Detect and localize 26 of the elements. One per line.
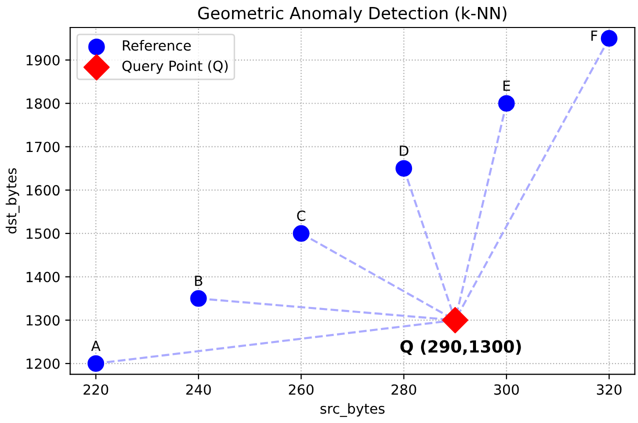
annotation: Q (290,1300) — [400, 340, 521, 355]
y-tick-label: 1400 — [26, 272, 60, 282]
y-tick-label: 1500 — [26, 228, 60, 239]
legend-label: Reference — [122, 40, 191, 51]
x-tick-label: 280 — [392, 384, 416, 395]
y-tick-label: 1300 — [26, 315, 60, 326]
y-tick-label: 1800 — [26, 98, 60, 109]
y-tick-label: 1900 — [26, 54, 60, 66]
x-axis-title: src_bytes — [320, 403, 385, 417]
y-tick-label: 1200 — [26, 358, 60, 369]
x-tick-label: 240 — [186, 384, 211, 395]
chart-title: Geometric Anomaly Detection (k-NN) — [198, 6, 506, 23]
x-tick-label: 300 — [494, 384, 519, 395]
y-tick-label: 1600 — [26, 185, 60, 196]
annotation: F — [591, 30, 598, 41]
annotation: D — [400, 146, 408, 156]
x-tick-label: 220 — [84, 384, 108, 395]
y-axis-title: dst_bytes — [6, 168, 20, 234]
annotation: E — [503, 80, 510, 91]
y-tick-label: 1700 — [26, 142, 60, 152]
legend-label: Query Point (Q) — [122, 60, 228, 74]
annotation: C — [297, 210, 306, 222]
x-tick-label: 320 — [596, 384, 622, 395]
annotation: A — [91, 340, 100, 351]
x-tick-label: 260 — [288, 384, 314, 395]
annotation: B — [195, 276, 202, 286]
